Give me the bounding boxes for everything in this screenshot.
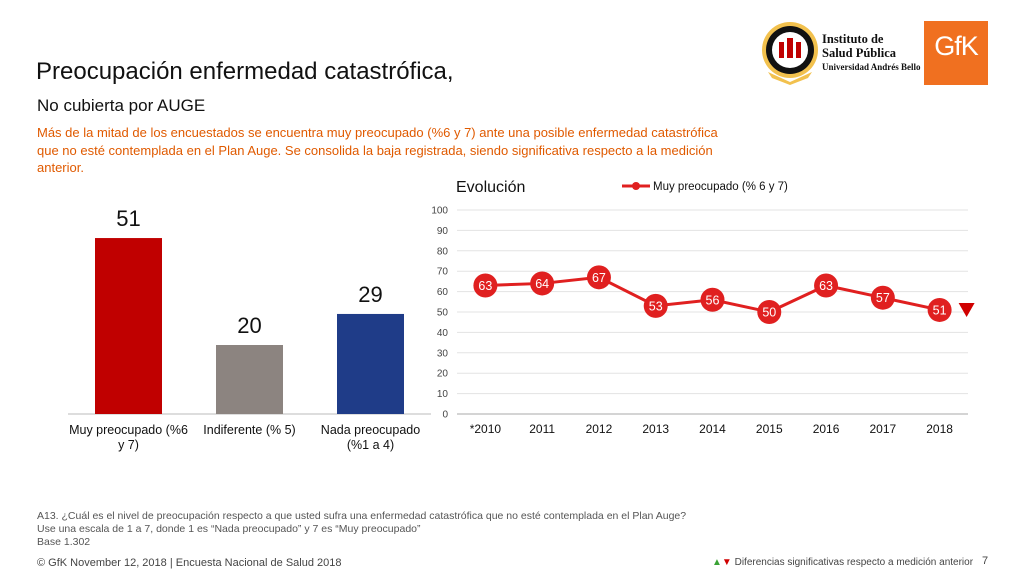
isp-logo-line2: Salud Pública [822, 46, 896, 60]
significant-decrease-icon [958, 302, 975, 317]
y-tick-label: 30 [437, 348, 449, 359]
data-point [757, 300, 782, 324]
footnote-question: A13. ¿Cuál es el nivel de preocupación r… [37, 510, 687, 522]
bar-category-label: (%1 a 4) [347, 438, 394, 452]
x-tick-label: 2017 [869, 422, 896, 436]
bar-value-label: 29 [358, 282, 382, 307]
y-tick-label: 80 [437, 246, 449, 257]
footnote-scale: Use una escala de 1 a 7, donde 1 es “Nad… [37, 523, 421, 535]
line-chart: Evolución Muy preocupado (% 6 y 7) 0 10 20 30… [431, 179, 975, 436]
isp-seal-icon [762, 22, 818, 85]
bar-category-label: Indiferente (% 5) [203, 423, 295, 437]
data-point [586, 265, 611, 290]
x-tick-label: 2014 [699, 422, 726, 436]
footnote-base: Base 1.302 [37, 536, 91, 548]
isp-logo-line1: Instituto de [822, 32, 884, 46]
isp-logo-line3: Universidad Andrés Bello [822, 62, 921, 72]
instituto-salud-publica-logo: Instituto de Salud Pública Universidad A… [760, 20, 921, 86]
footer-significance-note: ▲▼ Diferencias significativas respecto a… [712, 557, 973, 568]
data-point [473, 273, 498, 298]
bar-category-label: y 7) [118, 438, 139, 452]
data-point-label: 57 [876, 291, 890, 305]
legend-label: Muy preocupado (% 6 y 7) [653, 181, 788, 193]
footnote: A13. ¿Cuál es el nivel de preocupación r… [37, 510, 686, 549]
gfk-logo: GfK [924, 21, 988, 85]
data-point-label: 67 [592, 271, 606, 285]
y-tick-label: 0 [442, 410, 448, 421]
y-tick-label: 50 [437, 308, 449, 319]
line-chart-title: Evolución [456, 179, 525, 196]
y-tick-label: 70 [437, 267, 449, 278]
y-tick-label: 40 [437, 328, 449, 339]
bar-value-label: 51 [116, 206, 140, 231]
x-tick-label: 2011 [529, 422, 555, 436]
x-tick-label: 2016 [813, 422, 840, 436]
data-point-label: 63 [819, 279, 833, 293]
y-tick-label: 90 [437, 226, 449, 237]
page-number: 7 [982, 555, 989, 567]
data-point [870, 285, 895, 310]
data-point [530, 271, 555, 296]
page-subtitle: No cubierta por AUGE [37, 96, 206, 115]
gfk-logo-text: GfK [934, 31, 979, 61]
bar-chart: 51 Muy preocupado (%6y 7) 20 Indiferente (%… [68, 206, 431, 452]
data-point-label: 63 [478, 279, 492, 293]
bar-value-label: 20 [237, 313, 261, 338]
data-point-label: 64 [535, 277, 549, 291]
y-tick-label: 60 [437, 287, 449, 298]
x-tick-label: 2015 [756, 422, 783, 436]
data-point [700, 287, 725, 312]
y-tick-label: 20 [437, 369, 449, 380]
significance-note-text: Diferencias significativas respecto a me… [731, 557, 974, 568]
x-tick-label: *2010 [470, 422, 502, 436]
x-tick-label: 2012 [586, 422, 613, 436]
bar [95, 238, 162, 414]
isp-logo-text: Instituto de Salud Pública Universidad A… [822, 32, 921, 74]
legend-marker [632, 182, 640, 190]
bar-category-label: Muy preocupado (%6 [69, 423, 188, 437]
x-tick-label: 2018 [926, 422, 953, 436]
data-point-label: 56 [706, 293, 720, 307]
page-title: Preocupación enfermedad catastrófica, [36, 58, 454, 85]
y-tick-label: 10 [437, 389, 449, 400]
data-point [814, 273, 839, 298]
up-arrow-icon: ▲ [712, 557, 722, 568]
data-point-label: 53 [649, 299, 663, 313]
bar [337, 313, 404, 414]
bar-category-label: Nada preocupado [321, 423, 420, 437]
bar [216, 345, 283, 414]
data-point [927, 297, 952, 322]
data-point-label: 51 [933, 303, 947, 317]
x-tick-label: 2013 [642, 422, 669, 436]
data-point-label: 50 [762, 306, 776, 320]
intro-text: Más de la mitad de los encuestados se en… [37, 125, 718, 175]
data-point [643, 293, 668, 318]
down-arrow-icon: ▼ [721, 557, 732, 568]
y-tick-label: 100 [431, 206, 448, 217]
footer-copyright: © GfK November 12, 2018 | Encuesta Nacio… [37, 557, 342, 569]
